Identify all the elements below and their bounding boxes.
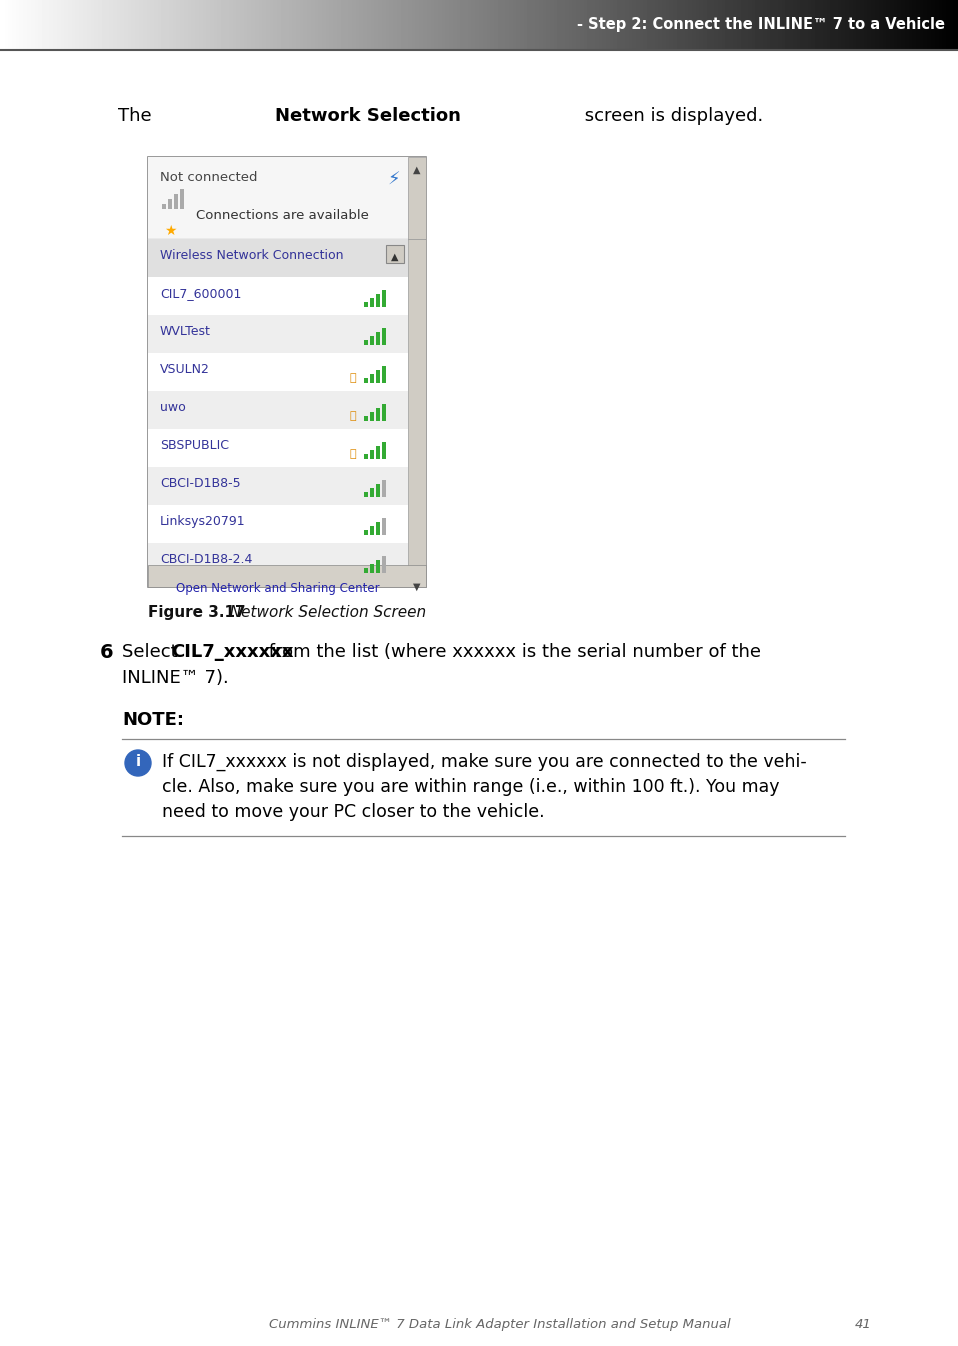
Bar — [162, 205, 166, 209]
Bar — [148, 353, 408, 390]
Bar — [148, 240, 408, 277]
Text: from the list (where xxxxxx is the serial number of the: from the list (where xxxxxx is the seria… — [263, 643, 761, 661]
Circle shape — [125, 750, 151, 777]
Text: Select: Select — [122, 643, 183, 661]
Bar — [370, 336, 374, 345]
Bar — [148, 157, 426, 587]
Bar — [370, 564, 374, 573]
Text: Linksys20791: Linksys20791 — [160, 516, 245, 528]
Text: The: The — [118, 106, 157, 125]
Bar — [370, 526, 374, 534]
Bar — [370, 374, 374, 384]
Bar — [148, 240, 408, 587]
Text: ▲: ▲ — [391, 252, 399, 262]
Text: Figure 3.17: Figure 3.17 — [148, 604, 245, 621]
Text: ▼: ▼ — [413, 581, 421, 592]
Bar — [376, 370, 380, 384]
Bar — [364, 493, 368, 497]
Text: Network Selection Screen: Network Selection Screen — [220, 604, 426, 621]
Text: SBSPUBLIC: SBSPUBLIC — [160, 439, 229, 452]
Bar — [364, 302, 368, 307]
Bar — [370, 297, 374, 307]
Text: 🔒: 🔒 — [350, 450, 356, 459]
Bar — [408, 240, 426, 569]
Bar — [364, 341, 368, 345]
Bar — [376, 332, 380, 345]
Bar — [364, 416, 368, 421]
Bar — [148, 505, 408, 542]
Bar — [364, 378, 368, 384]
Bar — [148, 157, 426, 240]
Bar — [148, 542, 408, 581]
Bar — [382, 366, 386, 384]
Bar — [148, 565, 426, 587]
Text: cle. Also, make sure you are within range (i.e., within 100 ft.). You may: cle. Also, make sure you are within rang… — [162, 778, 780, 795]
Text: Connections are available: Connections are available — [196, 209, 369, 222]
Bar — [376, 408, 380, 421]
Bar — [148, 429, 408, 467]
Bar — [382, 481, 386, 497]
Text: ▲: ▲ — [413, 166, 421, 175]
Bar — [376, 485, 380, 497]
Text: If CIL7_xxxxxx is not displayed, make sure you are connected to the vehi-: If CIL7_xxxxxx is not displayed, make su… — [162, 752, 807, 771]
Bar — [148, 277, 408, 315]
Bar — [370, 412, 374, 421]
Text: CIL7_xxxxxx: CIL7_xxxxxx — [171, 643, 293, 661]
Bar — [174, 194, 178, 209]
Bar — [382, 441, 386, 459]
Bar — [370, 450, 374, 459]
Text: 🔒: 🔒 — [350, 411, 356, 421]
Text: VSULN2: VSULN2 — [160, 363, 210, 376]
Bar — [382, 556, 386, 573]
Bar — [370, 489, 374, 497]
Text: 41: 41 — [855, 1318, 872, 1331]
Bar — [376, 522, 380, 534]
Bar — [180, 188, 184, 209]
Text: 6: 6 — [100, 643, 114, 662]
Bar — [386, 245, 404, 262]
Text: ⚡: ⚡ — [387, 171, 400, 188]
Bar — [376, 560, 380, 573]
Bar — [148, 315, 408, 353]
Text: 🔒: 🔒 — [350, 373, 356, 384]
Bar — [376, 446, 380, 459]
Text: CIL7_600001: CIL7_600001 — [160, 287, 241, 300]
Bar — [376, 293, 380, 307]
Bar — [148, 467, 408, 505]
Text: CBCI-D1B8-2.4: CBCI-D1B8-2.4 — [160, 553, 252, 567]
Bar — [382, 328, 386, 345]
Text: Open Network and Sharing Center: Open Network and Sharing Center — [176, 581, 379, 595]
Bar — [382, 289, 386, 307]
Bar — [168, 199, 172, 209]
Bar — [382, 404, 386, 421]
Bar — [382, 518, 386, 534]
Text: i: i — [135, 755, 141, 770]
Bar — [148, 390, 408, 429]
Text: NOTE:: NOTE: — [122, 711, 184, 730]
Text: screen is displayed.: screen is displayed. — [580, 106, 764, 125]
Text: - Step 2: Connect the INLINE™ 7 to a Vehicle: - Step 2: Connect the INLINE™ 7 to a Veh… — [577, 17, 945, 32]
Text: need to move your PC closer to the vehicle.: need to move your PC closer to the vehic… — [162, 804, 545, 821]
Text: Not connected: Not connected — [160, 171, 258, 184]
Bar — [408, 157, 426, 240]
Bar — [364, 530, 368, 534]
Text: Wireless Network Connection: Wireless Network Connection — [160, 249, 344, 262]
Text: INLINE™ 7).: INLINE™ 7). — [122, 669, 229, 686]
Bar — [364, 454, 368, 459]
Text: ★: ★ — [164, 223, 176, 238]
Text: WVLTest: WVLTest — [160, 324, 211, 338]
Text: Cummins INLINE™ 7 Data Link Adapter Installation and Setup Manual: Cummins INLINE™ 7 Data Link Adapter Inst… — [269, 1318, 731, 1331]
Bar — [364, 568, 368, 573]
Text: CBCI-D1B8-5: CBCI-D1B8-5 — [160, 476, 240, 490]
Text: uwo: uwo — [160, 401, 186, 415]
Text: Network Selection: Network Selection — [275, 106, 461, 125]
